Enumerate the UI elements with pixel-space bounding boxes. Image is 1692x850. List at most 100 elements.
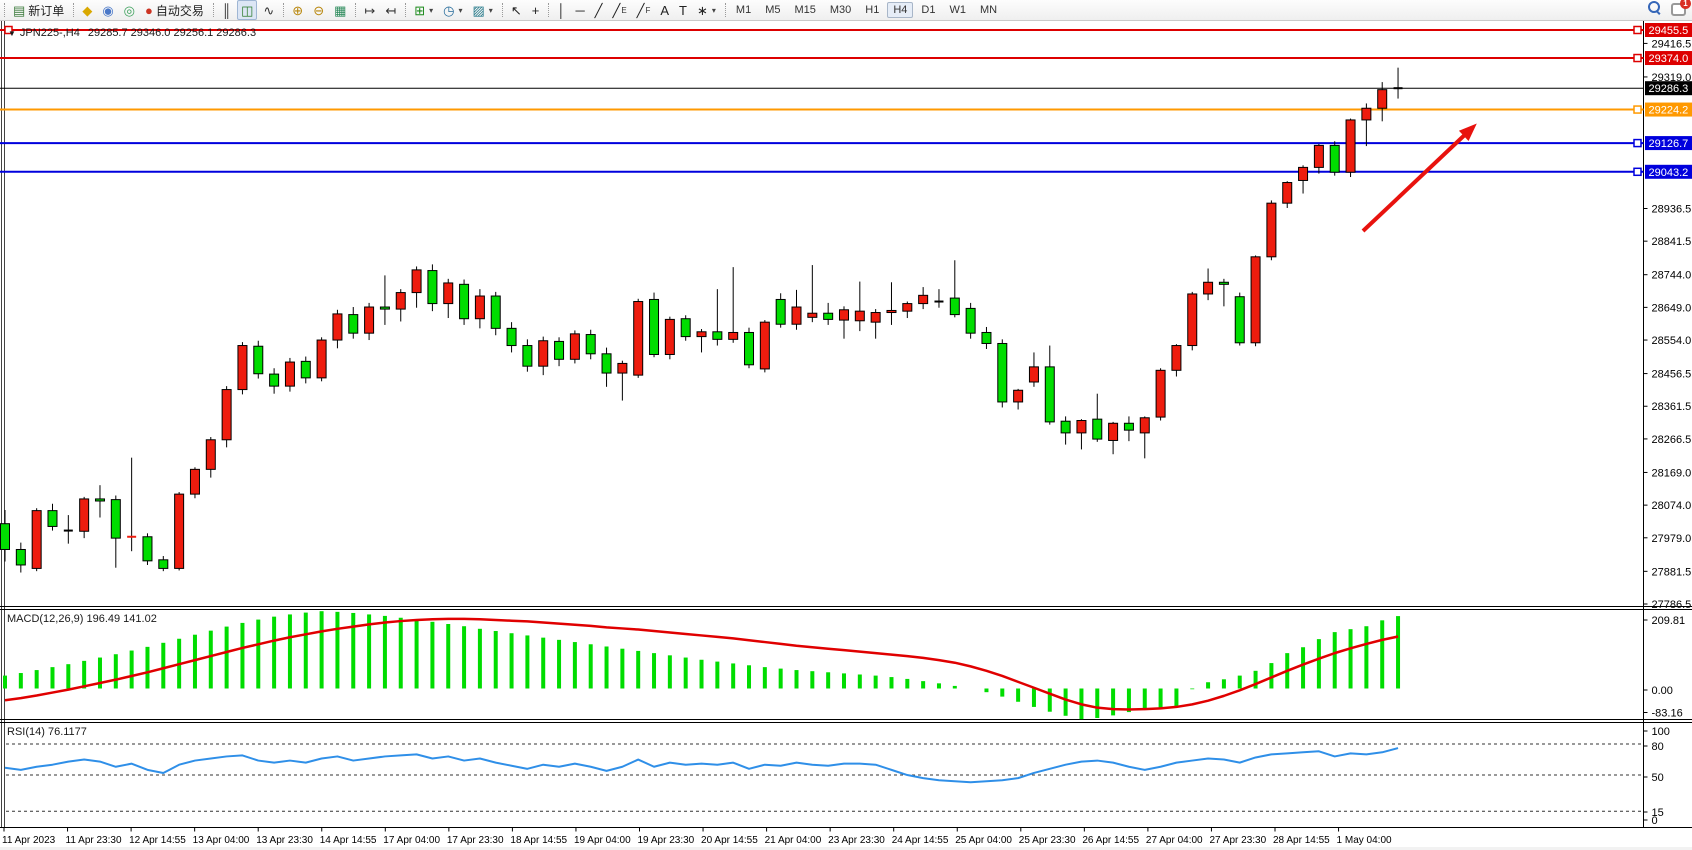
candle: [15, 542, 26, 573]
chevron-down-icon[interactable]: ▼: [8, 29, 16, 38]
line-chart-icon: ∿: [263, 2, 275, 18]
candle: [79, 496, 90, 539]
trend-arrow[interactable]: [1361, 123, 1477, 233]
hline-29126.7[interactable]: 29126.7: [0, 136, 1692, 151]
line-chart-button[interactable]: ∿: [259, 0, 278, 20]
macd-indicator-label: MACD(12,26,9) 196.49 141.02: [7, 613, 157, 625]
candle: [63, 515, 73, 544]
chart-shift-icon: ↤: [385, 2, 397, 18]
chart-shift-button[interactable]: ↤: [381, 0, 400, 20]
periods-button[interactable]: ◷ ▾: [439, 0, 466, 20]
text-button[interactable]: A: [656, 0, 673, 20]
dropdown-caret-icon[interactable]: ▾: [429, 5, 434, 15]
text-icon: A: [660, 2, 670, 18]
zoom-in-icon: ⊕: [292, 2, 304, 18]
svg-text:50: 50: [1652, 772, 1664, 784]
hline-29286.3[interactable]: 29286.3: [0, 81, 1692, 96]
candle: [110, 495, 121, 568]
svg-text:15: 15: [1652, 807, 1664, 819]
fibonacci-button[interactable]: ╱ F: [633, 0, 655, 20]
new-order-button[interactable]: ▤ 新订单: [9, 0, 68, 20]
candle: [870, 309, 881, 339]
notifications-icon[interactable]: 1: [1671, 0, 1691, 16]
arrows-button[interactable]: ∗ ▾: [693, 0, 720, 20]
trendline-button[interactable]: ╱: [591, 0, 607, 20]
horizontal-line-button[interactable]: ─: [571, 0, 588, 20]
search-icon[interactable]: [1648, 1, 1661, 15]
candle: [127, 457, 137, 552]
toolbar-separator: [548, 3, 550, 17]
candle: [158, 556, 169, 572]
candle: [744, 327, 755, 369]
svg-text:19 Apr 23:30: 19 Apr 23:30: [638, 835, 695, 846]
vertical-line-button[interactable]: │: [553, 0, 569, 20]
candle: [680, 315, 691, 341]
candlestick-chart-button[interactable]: ◫: [237, 0, 258, 20]
autotrading-button-label: 自动交易: [155, 3, 204, 18]
candle: [221, 386, 232, 448]
equidistant-channel-button[interactable]: ╱ E: [608, 0, 630, 20]
hline-29043.2[interactable]: 29043.2: [0, 164, 1692, 179]
templates-button[interactable]: ▨ ▾: [469, 0, 497, 20]
candle: [1044, 345, 1055, 425]
svg-text:28074.0: 28074.0: [1652, 500, 1692, 512]
candle: [348, 307, 359, 339]
svg-text:29319.0: 29319.0: [1652, 72, 1692, 84]
timeframe-h1-button[interactable]: H1: [865, 4, 880, 16]
timeframe-w1-button[interactable]: W1: [949, 4, 966, 16]
autotrading-button[interactable]: ● 自动交易: [141, 0, 208, 20]
auto-scroll-button[interactable]: ↦: [360, 0, 379, 20]
alerts-button[interactable]: ◆: [78, 0, 96, 20]
timeframe-m15-button[interactable]: M15: [794, 4, 816, 16]
svg-text:27786.5: 27786.5: [1652, 599, 1692, 611]
candle: [696, 329, 707, 353]
hline-29374.0[interactable]: 29374.0: [0, 51, 1692, 66]
macd-signal-line: [4, 617, 1399, 711]
candle: [316, 337, 327, 382]
candle: [664, 316, 675, 360]
svg-text:29455.5: 29455.5: [1649, 25, 1689, 37]
timeframe-h4-button[interactable]: H4: [887, 2, 914, 18]
tile-windows-icon: ▦: [334, 2, 347, 18]
toolbar-separator: [355, 3, 357, 17]
timeframe-m5-button[interactable]: M5: [765, 4, 781, 16]
crosshair-button[interactable]: +: [528, 0, 544, 20]
candlesticks: [0, 67, 1403, 573]
timeframe-d1-button[interactable]: D1: [921, 4, 936, 16]
hline-29455.5[interactable]: 29455.5: [0, 23, 1692, 37]
rsi-level-lines: [6, 743, 1644, 812]
candle: [0, 509, 10, 562]
svg-text:0: 0: [1652, 815, 1658, 827]
zoom-out-button[interactable]: ⊖: [309, 0, 328, 20]
svg-text:28 Apr 14:55: 28 Apr 14:55: [1273, 835, 1330, 846]
tile-windows-button[interactable]: ▦: [330, 0, 350, 20]
equidistant-channel-icon: ╱: [612, 2, 621, 18]
dropdown-caret-icon[interactable]: ▾: [458, 5, 463, 15]
candle: [411, 266, 422, 308]
text-label-button[interactable]: T: [675, 0, 691, 20]
timeframe-m30-button[interactable]: M30: [829, 4, 852, 16]
timeframe-mn-button[interactable]: MN: [979, 4, 998, 16]
bar-chart-button[interactable]: ║: [218, 0, 235, 20]
signals-icon: ◎: [123, 2, 135, 18]
dropdown-caret-icon[interactable]: ▾: [488, 5, 493, 15]
rsi-line: [4, 747, 1399, 784]
svg-text:27 Apr 04:00: 27 Apr 04:00: [1146, 835, 1203, 846]
timeframe-m1-button[interactable]: M1: [735, 4, 752, 16]
candle: [1218, 278, 1229, 307]
news-button[interactable]: ◉: [98, 0, 117, 20]
cursor-button[interactable]: ↖: [507, 0, 526, 20]
candle: [934, 289, 944, 308]
candle: [253, 340, 264, 379]
dropdown-caret-icon[interactable]: ▾: [711, 5, 716, 15]
zoom-in-button[interactable]: ⊕: [288, 0, 307, 20]
macd-histogram: [3, 611, 1401, 720]
icon-subscript: E: [621, 5, 627, 15]
indicators-button[interactable]: ⊞ ▾: [410, 0, 437, 20]
signals-button[interactable]: ◎: [120, 0, 139, 20]
notification-badge: 1: [1680, 0, 1691, 9]
templates-icon: ▨: [472, 2, 485, 18]
candle: [1203, 268, 1214, 301]
candle: [364, 302, 375, 341]
